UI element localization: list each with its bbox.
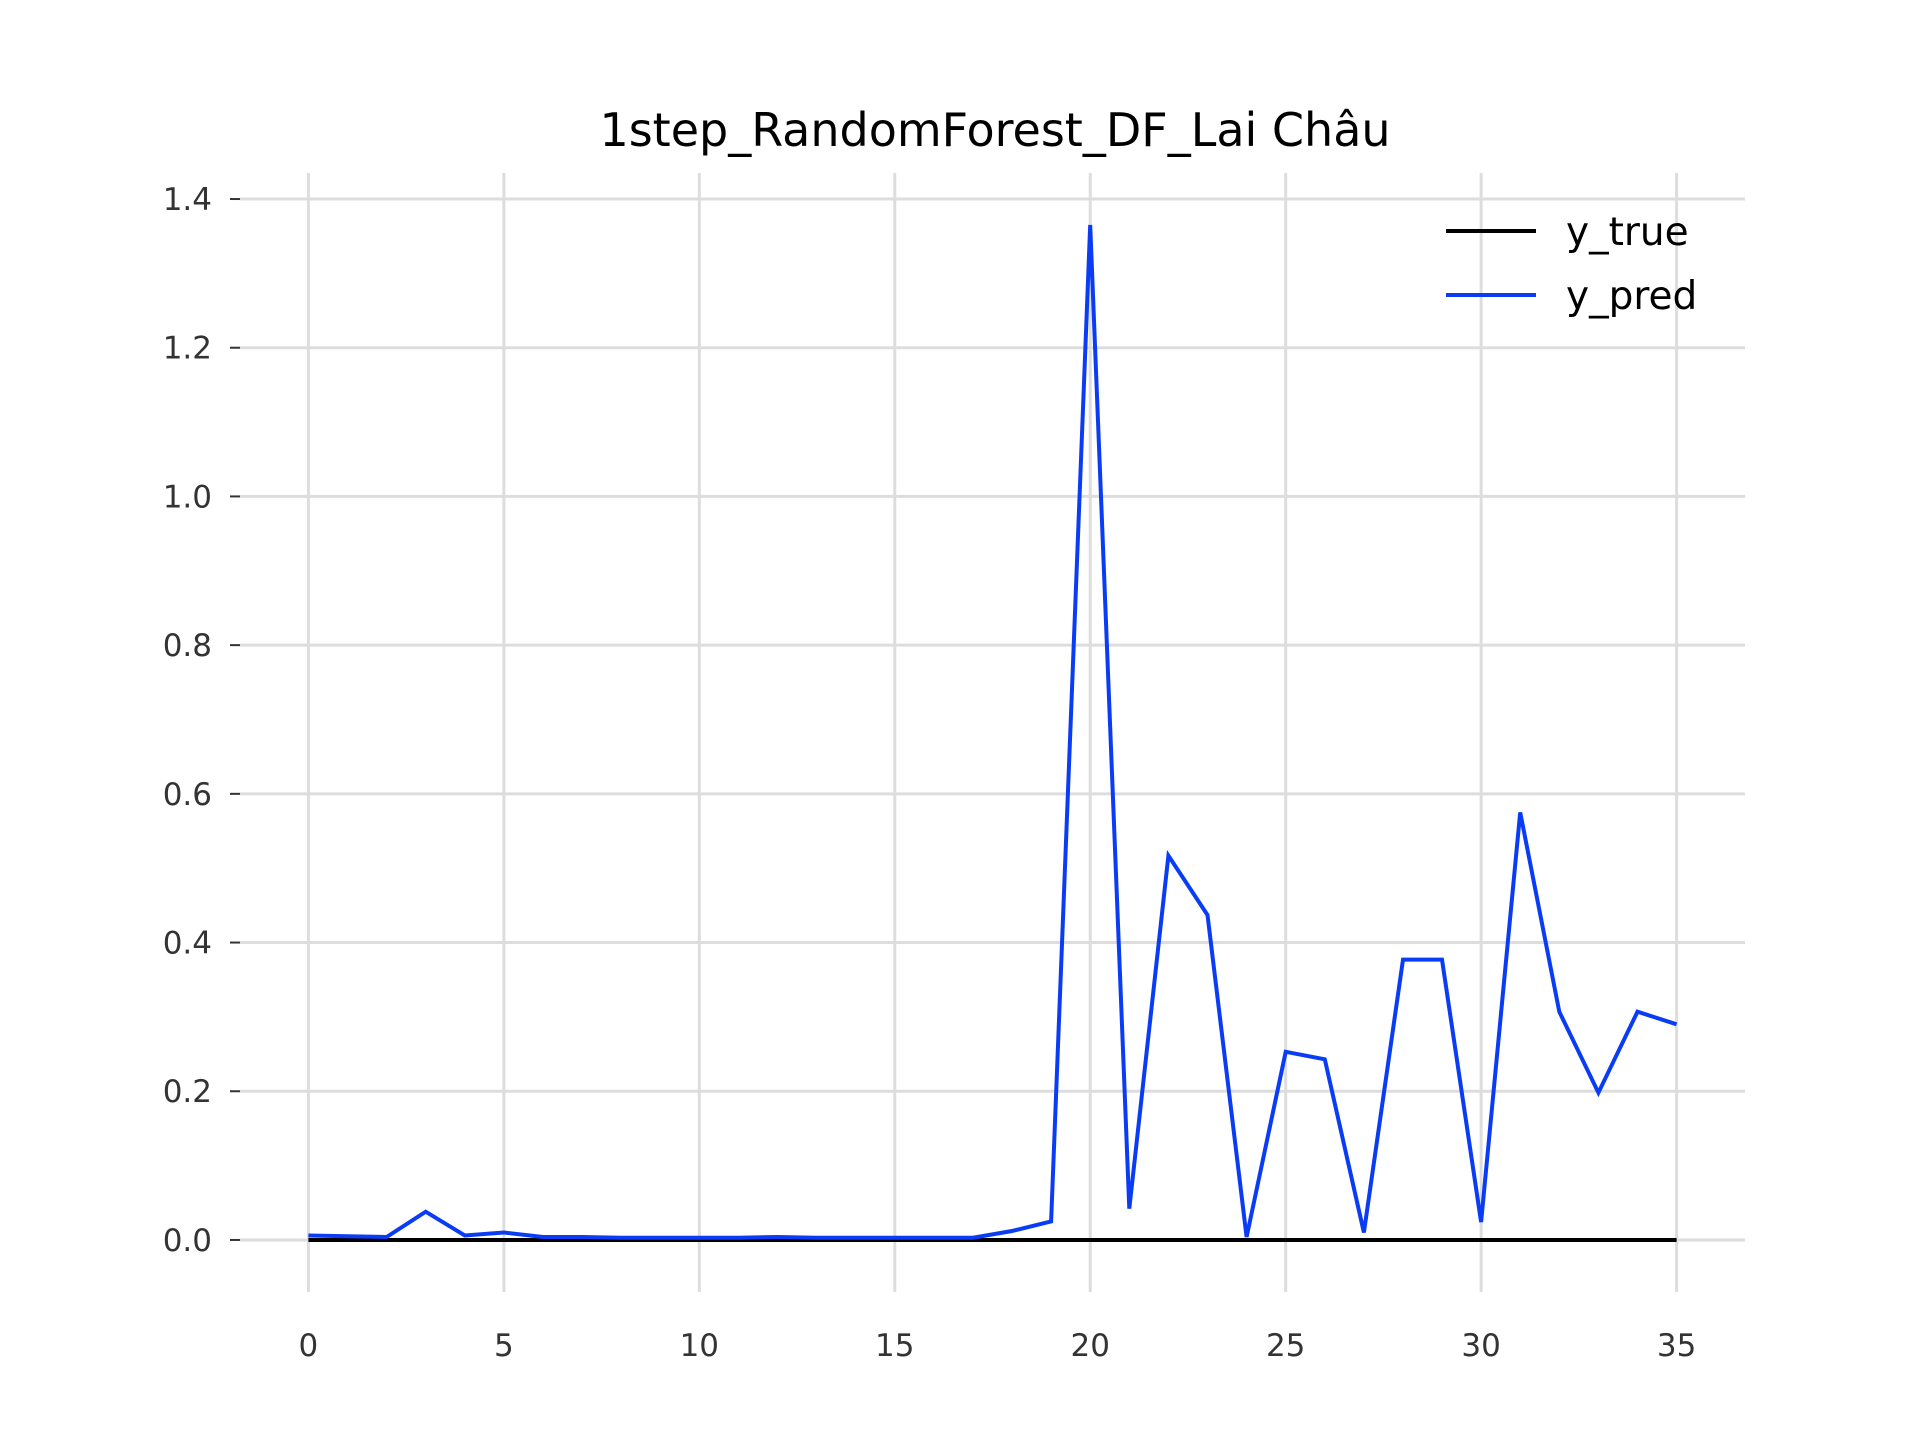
x-tick-label: 25	[1266, 1328, 1305, 1364]
y-tick-label: 0.2	[163, 1074, 212, 1110]
axis-ticks: 0 5 10 15 20 25 30 35 0.0 0.2 0.4 0.6 0.8 1.0 1.2 1.4	[163, 182, 1697, 1364]
y-tick-label: 0.4	[163, 926, 212, 962]
x-tick-label: 20	[1071, 1328, 1110, 1364]
plot-area	[308, 224, 1678, 1242]
y-tick-label: 1.2	[163, 331, 212, 367]
series-line-y-pred	[308, 224, 1678, 1240]
x-tick-label: 10	[680, 1328, 719, 1364]
x-tick-label: 35	[1657, 1328, 1696, 1364]
x-tick-label: 30	[1461, 1328, 1500, 1364]
legend-label-y-true: y_true	[1566, 210, 1689, 255]
x-tick-label: 5	[494, 1328, 514, 1364]
chart-title: 1step_RandomForest_DF_Lai Châu	[599, 103, 1390, 157]
grid	[240, 173, 1745, 1292]
y-tick-label: 1.0	[163, 479, 212, 515]
y-tick-label: 0.8	[163, 628, 212, 664]
x-tick-label: 15	[875, 1328, 914, 1364]
y-tick-label: 0.6	[163, 777, 212, 813]
y-tick-label: 0.0	[163, 1223, 212, 1259]
legend: y_true y_pred	[1446, 210, 1697, 319]
y-tick-label: 1.4	[163, 182, 212, 218]
legend-label-y-pred: y_pred	[1566, 274, 1697, 319]
x-tick-label: 0	[299, 1328, 319, 1364]
